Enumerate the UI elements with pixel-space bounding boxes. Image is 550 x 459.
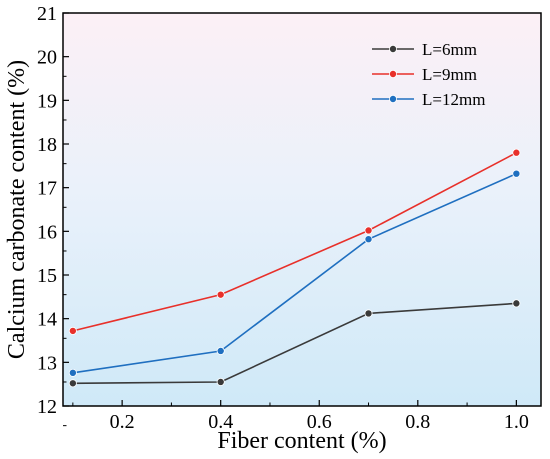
y-tick-label: 18 bbox=[37, 134, 57, 156]
legend-item: L=12mm bbox=[372, 90, 485, 109]
data-point bbox=[216, 377, 225, 386]
series-line bbox=[72, 172, 517, 374]
data-point bbox=[216, 290, 225, 299]
y-tick-label: 12 bbox=[37, 396, 57, 418]
x-tick-label: 0.2 bbox=[110, 411, 135, 433]
legend: L=6mm L=9mm L=12mm bbox=[372, 40, 485, 109]
data-point bbox=[364, 309, 373, 318]
y-tick-label: 15 bbox=[37, 265, 57, 287]
y-tick-label: 13 bbox=[37, 352, 57, 374]
data-point bbox=[68, 368, 77, 377]
series-line bbox=[72, 151, 517, 332]
data-point bbox=[512, 169, 521, 178]
y-tick-label: 19 bbox=[37, 90, 57, 112]
y-axis-title: Calcium carbonate content (%) bbox=[4, 60, 30, 359]
x-tick-label: 0.4 bbox=[208, 411, 233, 433]
series bbox=[68, 148, 521, 388]
data-point bbox=[512, 299, 521, 308]
legend-item: L=6mm bbox=[372, 40, 477, 59]
y-tick-label: 20 bbox=[37, 47, 57, 69]
legend-label: L=12mm bbox=[422, 90, 485, 109]
legend-label: L=6mm bbox=[422, 40, 477, 59]
legend-label: L=9mm bbox=[422, 65, 477, 84]
plot-area bbox=[63, 13, 541, 406]
legend-marker bbox=[388, 95, 397, 104]
x-tick-label: 1.0 bbox=[504, 411, 529, 433]
series-l-9mm bbox=[68, 148, 521, 335]
series-l-6mm bbox=[68, 299, 521, 388]
data-point bbox=[216, 346, 225, 355]
ticks: 12 13 14 15 16 17 18 19 20 21 0.2 0.4 0.6 0.8 1.0 bbox=[37, 3, 529, 433]
y-tick-label: 17 bbox=[37, 178, 57, 200]
data-point bbox=[364, 235, 373, 244]
x-tick-label: 0.8 bbox=[405, 411, 430, 433]
series-line bbox=[72, 302, 517, 385]
plot-frame bbox=[62, 12, 542, 407]
data-point bbox=[364, 226, 373, 235]
x-tick-label: 0.6 bbox=[307, 411, 332, 433]
series-l-12mm bbox=[68, 169, 521, 377]
x-axis-title: Fiber content (%) bbox=[217, 428, 386, 454]
y-tick-label: 14 bbox=[37, 309, 57, 331]
data-point bbox=[512, 148, 521, 157]
legend-item: L=9mm bbox=[372, 65, 477, 84]
y-tick-label: 16 bbox=[37, 221, 57, 243]
legend-marker bbox=[388, 45, 397, 54]
legend-marker bbox=[388, 70, 397, 79]
data-point bbox=[68, 326, 77, 335]
y-tick-label: 21 bbox=[37, 3, 57, 25]
data-point bbox=[68, 379, 77, 388]
